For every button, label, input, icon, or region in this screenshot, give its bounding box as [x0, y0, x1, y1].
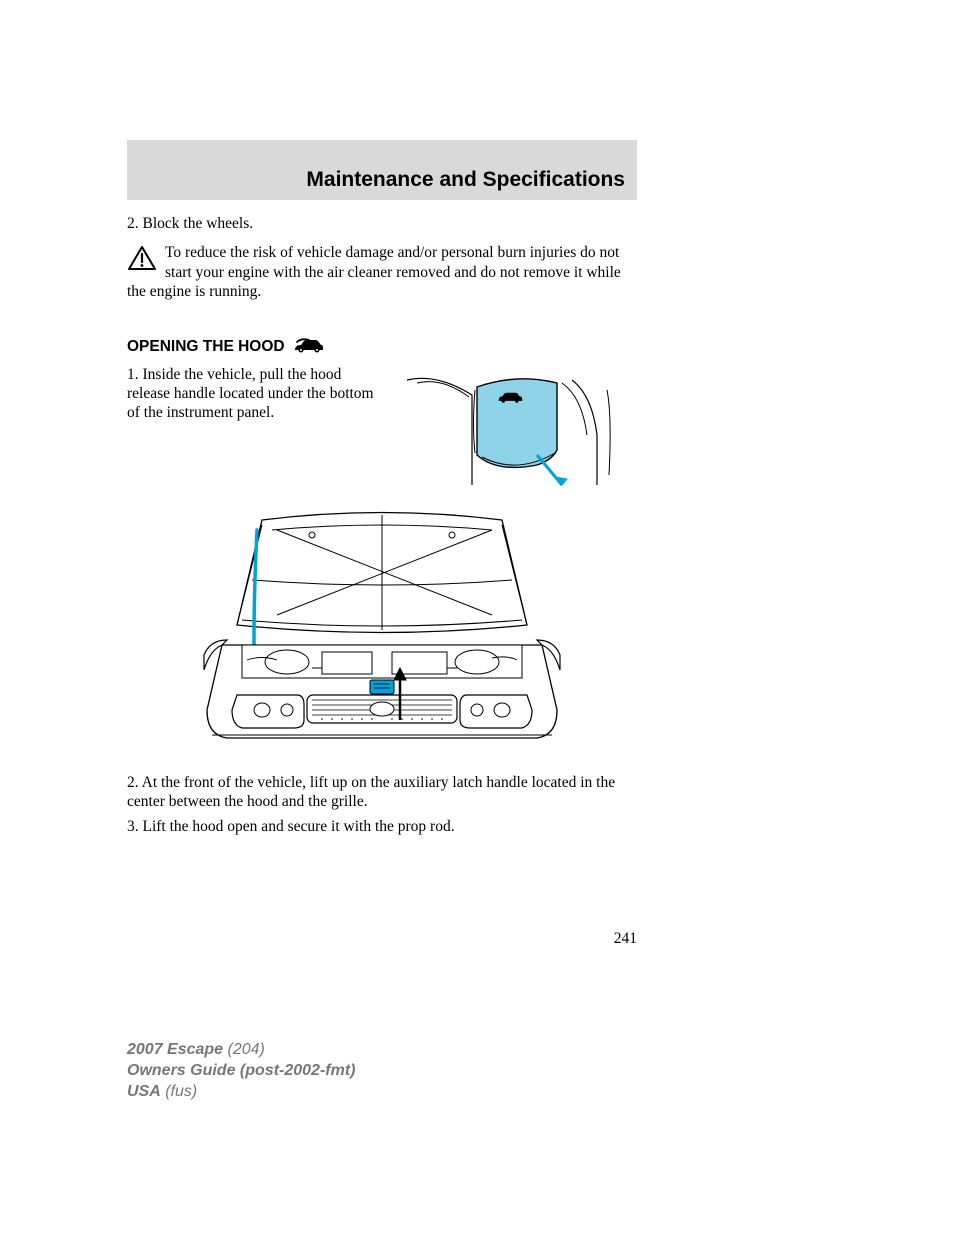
- section-heading: OPENING THE HOOD: [127, 338, 285, 356]
- section-title: Maintenance and Specifications: [306, 168, 625, 192]
- hood-step-1: 1. Inside the vehicle, pull the hood rel…: [127, 365, 377, 423]
- footer-model: 2007 Escape: [127, 1041, 223, 1058]
- footer-region-code: (fus): [161, 1083, 197, 1100]
- footer-model-code: (204): [223, 1041, 265, 1058]
- hood-step-2: 2. At the front of the vehicle, lift up …: [127, 773, 637, 812]
- section-heading-row: OPENING THE HOOD: [127, 336, 637, 359]
- car-hood-open-icon: [291, 336, 325, 359]
- section-header: Maintenance and Specifications: [127, 140, 637, 200]
- hood-step-3: 3. Lift the hood open and secure it with…: [127, 817, 637, 836]
- page-number: 241: [614, 930, 637, 948]
- step-2-intro: 2. Block the wheels.: [127, 214, 637, 233]
- footer: 2007 Escape (204) Owners Guide (post-200…: [127, 1040, 355, 1102]
- engine-bay-illustration: [192, 510, 572, 755]
- footer-guide: Owners Guide (post-2002-fmt): [127, 1061, 355, 1082]
- warning-text: To reduce the risk of vehicle damage and…: [127, 244, 621, 300]
- warning-block: To reduce the risk of vehicle damage and…: [127, 243, 637, 301]
- hood-release-illustration: [397, 365, 617, 500]
- warning-triangle-icon: [127, 245, 157, 276]
- footer-region: USA: [127, 1083, 161, 1100]
